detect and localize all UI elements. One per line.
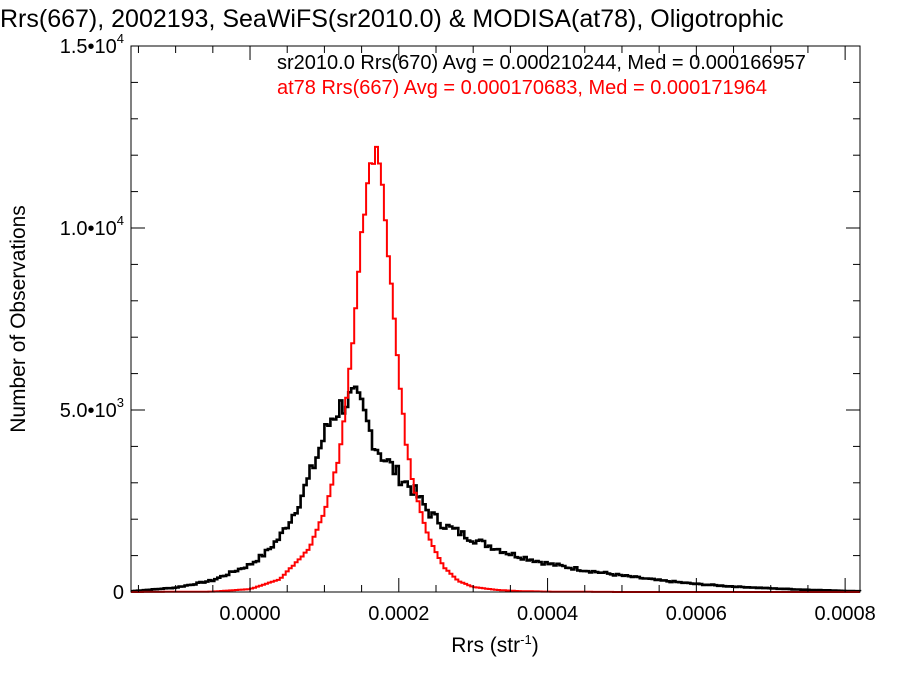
y-tick-label: 1.5•104	[60, 31, 124, 58]
x-axis-label: Rrs (str-1)	[451, 632, 538, 657]
y-tick-label: 0	[113, 582, 124, 604]
legend-entry-sr2010: sr2010.0 Rrs(670) Avg = 0.000210244, Med…	[277, 52, 806, 74]
x-axis-label-superscript: -1	[520, 632, 532, 647]
series-at78-histogram	[131, 145, 860, 593]
series-sr2010-histogram	[131, 385, 862, 593]
x-tick-label: 0.0006	[666, 603, 727, 625]
x-tick-label: 0.0004	[517, 603, 578, 625]
y-axis-label: Number of Observations	[7, 205, 30, 433]
plot-frame	[130, 45, 861, 593]
x-tick-label: 0.0008	[815, 603, 876, 625]
x-tick-labels: 0.0000 0.0002 0.0004 0.0006 0.0008	[219, 603, 875, 625]
chart-title: Rrs(667), 2002193, SeaWiFS(sr2010.0) & M…	[0, 5, 784, 33]
tick-layer	[131, 45, 860, 593]
x-tick-label: 0.0002	[368, 603, 429, 625]
x-axis-label-close: )	[532, 634, 539, 657]
x-axis-label-base: Rrs (str	[451, 634, 520, 657]
y-tick-label: 5.0•103	[60, 395, 124, 422]
x-tick-label: 0.0000	[219, 603, 280, 625]
series-layer	[131, 145, 862, 593]
legend-entry-at78: at78 Rrs(667) Avg = 0.000170683, Med = 0…	[277, 77, 767, 99]
y-tick-labels: 0 5.0•103 1.0•104 1.5•104	[60, 31, 124, 604]
y-tick-label: 1.0•104	[60, 213, 124, 240]
